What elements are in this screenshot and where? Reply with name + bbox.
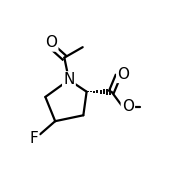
Text: F: F bbox=[29, 131, 38, 146]
Text: N: N bbox=[63, 72, 75, 87]
Text: O: O bbox=[122, 99, 134, 114]
Text: O: O bbox=[45, 35, 57, 50]
Text: O: O bbox=[117, 67, 129, 82]
